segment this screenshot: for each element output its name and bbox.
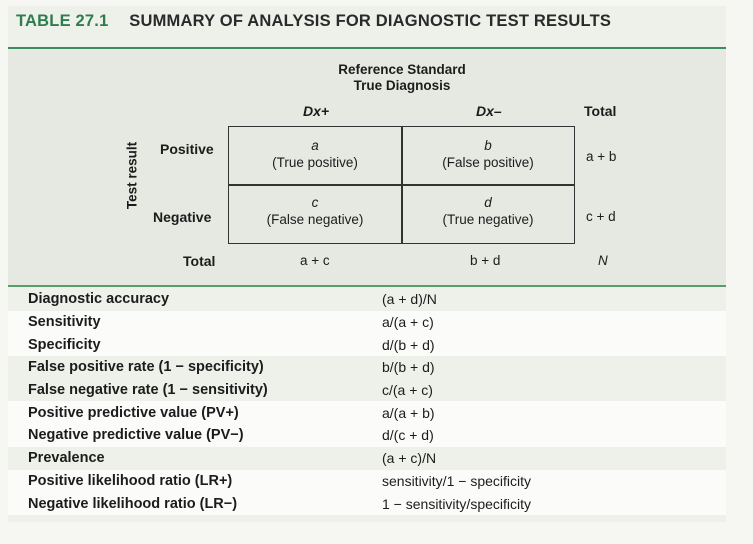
measure-name: Negative predictive value (PV−): [28, 427, 244, 444]
measures-table: Diagnostic accuracy (a + d)/N Sensitivit…: [8, 288, 726, 515]
row-label-positive: Positive: [160, 141, 214, 157]
measure-formula: sensitivity/1 − specificity: [382, 472, 531, 489]
measure-name: False positive rate (1 − specificity): [28, 359, 264, 376]
measure-row: Negative predictive value (PV−) d/(c + d…: [8, 424, 726, 447]
column-head-total: Total: [584, 103, 617, 119]
measure-formula: (a + c)/N: [382, 450, 437, 467]
measure-formula: b/(b + d): [382, 359, 435, 376]
measure-formula: 1 − sensitivity/specificity: [382, 495, 531, 512]
measure-name: Negative likelihood ratio (LR−): [28, 495, 238, 512]
top-rule: [8, 47, 726, 49]
column-head-dx-negative: Dx–: [476, 103, 502, 119]
cell-a-letter: a: [311, 138, 319, 153]
measure-row: Diagnostic accuracy (a + d)/N: [8, 288, 726, 311]
measure-name: Specificity: [28, 336, 101, 353]
measure-formula: d/(b + d): [382, 336, 435, 353]
contingency-grid: a (True positive) b (False positive) c (…: [228, 126, 575, 244]
measure-formula: d/(c + d): [382, 427, 434, 444]
measure-row: Prevalence (a + c)/N: [8, 447, 726, 470]
cell-b: b (False positive): [402, 137, 574, 171]
table-title: SUMMARY OF ANALYSIS FOR DIAGNOSTIC TEST …: [129, 12, 612, 30]
grid-horizontal-line: [229, 184, 574, 186]
row-total-negative: c + d: [586, 209, 616, 224]
measure-row: Sensitivity a/(a + c): [8, 310, 726, 334]
measure-name: Sensitivity: [28, 314, 101, 331]
table-number: TABLE 27.1: [16, 12, 109, 30]
col-total-all: N: [598, 253, 608, 268]
measure-row: Negative likelihood ratio (LR−) 1 − sens…: [8, 492, 726, 515]
contingency-panel: [8, 49, 726, 285]
row-label-negative: Negative: [153, 209, 212, 225]
cell-c: c (False negative): [229, 194, 401, 228]
col-total-negative: b + d: [470, 253, 501, 268]
measure-formula: a/(a + b): [382, 404, 435, 421]
measure-name: False negative rate (1 − sensitivity): [28, 382, 268, 399]
cell-a: a (True positive): [229, 137, 401, 171]
reference-standard-label: Reference Standard True Diagnosis: [300, 62, 504, 94]
row-label-total: Total: [183, 253, 216, 269]
measure-row: False negative rate (1 − sensitivity) c/…: [8, 379, 726, 402]
cell-d-letter: d: [484, 195, 492, 210]
measure-formula: c/(a + c): [382, 382, 433, 399]
cell-c-letter: c: [311, 195, 319, 210]
cell-b-desc: (False positive): [442, 155, 534, 170]
measure-name: Positive likelihood ratio (LR+): [28, 472, 233, 489]
table-header: TABLE 27.1 SUMMARY OF ANALYSIS FOR DIAGN…: [16, 12, 611, 40]
cell-a-desc: (True positive): [272, 155, 358, 170]
measure-formula: a/(a + c): [382, 314, 434, 331]
measure-row: False positive rate (1 − specificity) b/…: [8, 356, 726, 379]
reference-line-1: Reference Standard: [338, 62, 466, 77]
measure-row: Specificity d/(b + d): [8, 333, 726, 357]
cell-c-desc: (False negative): [266, 212, 364, 227]
test-result-text: Test result: [124, 141, 140, 210]
cell-d-desc: (True negative): [442, 212, 534, 227]
measure-row: Positive likelihood ratio (LR+) sensitiv…: [8, 469, 726, 493]
cell-d: d (True negative): [402, 194, 574, 228]
row-total-positive: a + b: [586, 149, 617, 164]
cell-b-letter: b: [484, 138, 492, 153]
test-result-label: Test result: [112, 140, 152, 220]
measure-name: Diagnostic accuracy: [28, 291, 170, 308]
measure-name: Prevalence: [28, 450, 105, 467]
middle-rule: [8, 285, 726, 287]
reference-line-2: True Diagnosis: [353, 78, 451, 93]
measure-name: Positive predictive value (PV+): [28, 404, 239, 421]
column-head-dx-positive: Dx+: [303, 103, 330, 119]
measure-row: Positive predictive value (PV+) a/(a + b…: [8, 401, 726, 425]
measure-formula: (a + d)/N: [382, 291, 437, 308]
col-total-positive: a + c: [300, 253, 330, 268]
